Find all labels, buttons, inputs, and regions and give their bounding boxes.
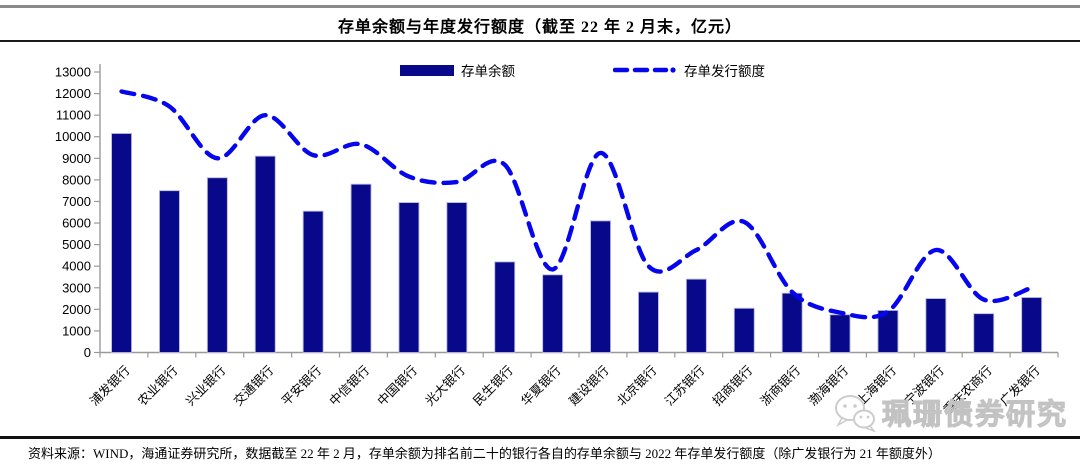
legend-item-balance: 存单余额 <box>400 60 515 80</box>
x-label: 平安银行 <box>278 363 324 409</box>
bar <box>206 177 228 353</box>
y-tick-label: 1000 <box>62 323 91 338</box>
bar <box>254 155 276 353</box>
dash-dot <box>670 67 676 73</box>
y-tick-label: 9000 <box>62 151 91 166</box>
x-label: 华夏银行 <box>518 363 564 409</box>
x-label: 浦发银行 <box>87 363 133 409</box>
y-tick-label: 3000 <box>62 280 91 295</box>
bottom-divider <box>0 436 1080 439</box>
title-divider <box>0 40 1080 42</box>
y-tick-label: 4000 <box>62 259 91 274</box>
bar <box>542 274 564 353</box>
quota-line <box>119 89 1034 320</box>
legend-label-balance: 存单余额 <box>461 64 515 79</box>
x-label: 浙商银行 <box>757 363 803 409</box>
top-divider <box>0 5 1080 8</box>
legend-label-quota: 存单发行额度 <box>684 64 765 79</box>
bar <box>638 291 659 353</box>
bar <box>111 133 133 353</box>
y-tick-label: 2000 <box>62 302 91 317</box>
x-label: 交通银行 <box>230 363 276 409</box>
wechat-icon <box>835 395 876 432</box>
dashed-line-swatch <box>613 67 676 73</box>
bar <box>446 202 468 353</box>
chart-title: 存单余额与年度发行额度（截至 22 年 2 月末，亿元） <box>337 19 742 36</box>
bar <box>925 298 947 353</box>
y-tick-label: 8000 <box>62 172 91 187</box>
bar <box>350 183 372 353</box>
bar <box>494 261 516 353</box>
y-tick-label: 11000 <box>56 108 91 123</box>
x-label: 招商银行 <box>709 363 755 409</box>
y-tick-label: 0 <box>84 345 91 360</box>
x-label: 农业银行 <box>135 363 180 408</box>
watermark-text: 珮珊债券研究 <box>881 399 1069 432</box>
source-note: 资料来源：WIND，海通证券研究所，数据截至 22 年 2 月，存单余额为排名前… <box>28 446 941 461</box>
bar <box>159 190 180 353</box>
bar <box>398 202 420 353</box>
bar-line-chart: 0 1000 2000 3000 4000 5000 6000 7000 8000 9000 100… <box>55 64 1059 417</box>
x-label: 建设银行 <box>566 363 612 409</box>
bar <box>1021 297 1043 353</box>
bar <box>685 278 707 353</box>
x-label: 中信银行 <box>326 363 372 409</box>
x-label: 光大银行 <box>423 363 468 408</box>
chart-legend: 存单余额 存单发行额度 <box>400 60 765 80</box>
y-tick-label: 7000 <box>62 194 91 209</box>
x-label: 中国银行 <box>374 363 420 409</box>
bar <box>829 314 851 353</box>
bar <box>733 307 755 353</box>
bar-swatch <box>400 64 454 76</box>
bar <box>590 220 612 353</box>
bar <box>973 313 995 353</box>
y-tick-label: 12000 <box>55 86 91 101</box>
bar <box>302 210 324 353</box>
x-label: 江苏银行 <box>662 363 708 409</box>
y-tick-label: 13000 <box>55 65 91 80</box>
x-label: 民生银行 <box>471 363 516 408</box>
y-tick-label: 5000 <box>62 237 91 252</box>
x-label: 兴业银行 <box>183 363 228 408</box>
watermark: 珮珊债券研究 <box>832 391 1068 433</box>
y-tick-label: 10000 <box>55 129 91 144</box>
y-tick-label: 6000 <box>62 216 91 231</box>
bar <box>781 292 803 353</box>
x-label: 北京银行 <box>614 363 659 408</box>
legend-item-quota: 存单发行额度 <box>613 60 765 80</box>
